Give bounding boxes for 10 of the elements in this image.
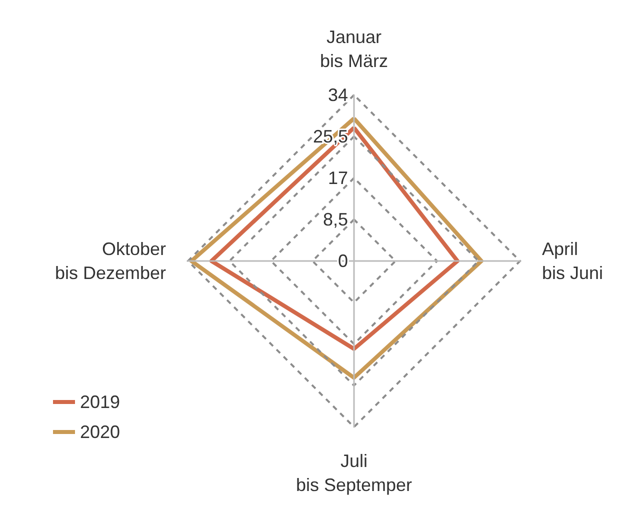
legend-label: 2020 bbox=[80, 422, 120, 442]
spoke-label: April bis Juni bbox=[542, 239, 604, 283]
spoke-label: Januar bis März bbox=[320, 27, 388, 71]
y-tick-label: 17 bbox=[328, 168, 348, 188]
y-tick-label: 8,5 bbox=[322, 210, 348, 230]
y-tick-label: 34 bbox=[328, 85, 348, 105]
spoke-label: Juli bis Septemper bbox=[296, 451, 412, 495]
legend-label: 2019 bbox=[80, 392, 120, 412]
y-tick-label: 0 bbox=[338, 251, 348, 271]
spoke-label: Oktober bis Dezember bbox=[54, 239, 166, 283]
